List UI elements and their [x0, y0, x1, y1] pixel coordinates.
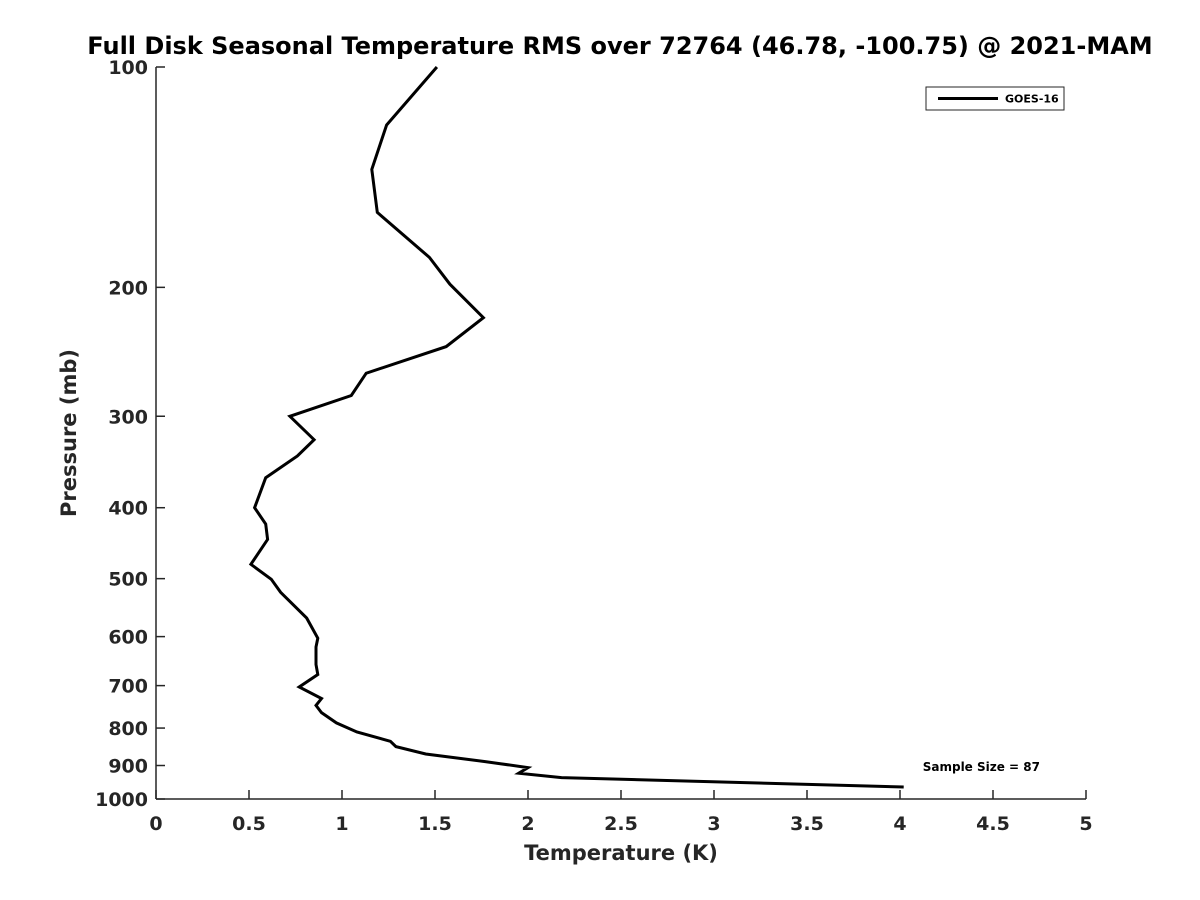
x-tick-label: 1: [335, 813, 348, 835]
y-axis-label: Pressure (mb): [57, 349, 81, 517]
legend: GOES-16: [925, 86, 1065, 111]
y-tick-label: 1000: [95, 789, 148, 811]
x-axis-label: Temperature (K): [524, 841, 718, 865]
y-tick-label: 900: [108, 756, 148, 778]
y-tick-label: 400: [108, 498, 148, 520]
x-tick-label: 4: [893, 813, 906, 835]
chart-title: Full Disk Seasonal Temperature RMS over …: [87, 32, 1152, 60]
x-tick-label: 3.5: [790, 813, 824, 835]
legend-label-goes-16: GOES-16: [1005, 93, 1059, 106]
series-layer: [248, 66, 904, 789]
x-tick-label: 0.5: [232, 813, 266, 835]
x-tick-label: 1.5: [418, 813, 452, 835]
y-tick-label: 800: [108, 718, 148, 740]
x-ticks: 0 0.5 1 1.5 2 2.5 3 3.5 4 4.5 5: [149, 790, 1093, 835]
x-tick-label: 0: [149, 813, 162, 835]
y-tick-label: 200: [108, 277, 148, 299]
x-tick-label: 2.5: [604, 813, 638, 835]
y-tick-label: 300: [108, 406, 148, 428]
x-tick-label: 3: [707, 813, 720, 835]
y-tick-label: 700: [108, 676, 148, 698]
y-tick-label: 500: [108, 569, 148, 591]
x-tick-label: 4.5: [976, 813, 1010, 835]
y-ticks: 100 200 300 400 500 600 700 800 900 1000: [95, 57, 165, 811]
y-tick-label: 100: [108, 57, 148, 79]
series-line-goes-16: [248, 66, 904, 789]
x-tick-label: 5: [1079, 813, 1092, 835]
sample-size-annotation: Sample Size = 87: [923, 760, 1040, 774]
x-tick-label: 2: [521, 813, 534, 835]
y-tick-label: 600: [108, 627, 148, 649]
